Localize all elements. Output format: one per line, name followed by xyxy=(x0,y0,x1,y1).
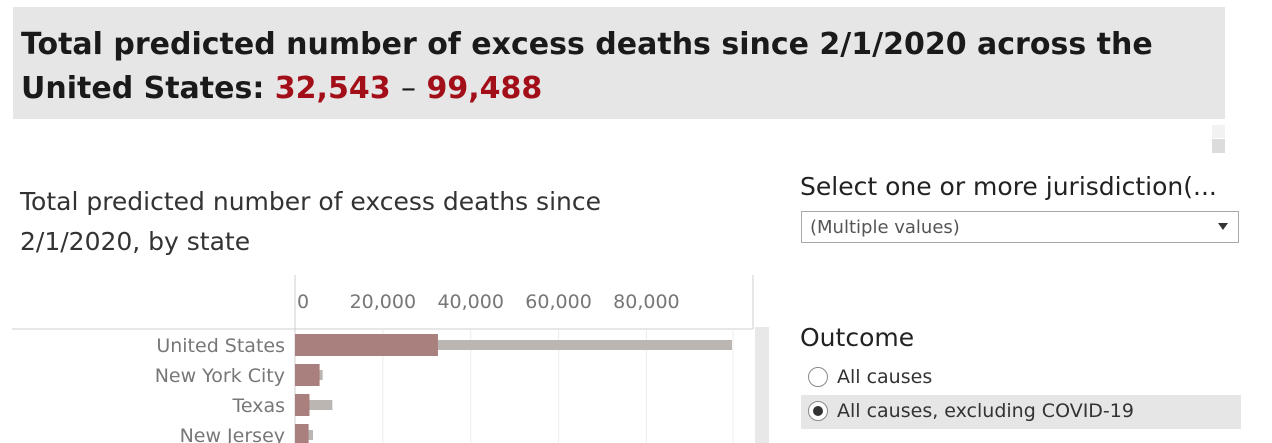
range-high-value: 99,488 xyxy=(426,71,543,106)
scrollbar-stub[interactable] xyxy=(1212,125,1225,153)
x-tick-label: 20,000 xyxy=(350,291,416,313)
x-tick-label: 80,000 xyxy=(613,291,679,313)
jurisdiction-dropdown[interactable]: (Multiple values) xyxy=(801,211,1239,243)
jurisdiction-dropdown-value: (Multiple values) xyxy=(810,217,960,238)
radio-selected-icon[interactable] xyxy=(808,401,828,421)
outcome-option-all-causes[interactable]: All causes xyxy=(801,361,1241,395)
bar-lower[interactable] xyxy=(295,334,438,356)
bar-lower[interactable] xyxy=(295,394,310,416)
x-tick-label: 60,000 xyxy=(525,291,591,313)
x-tick-label: 40,000 xyxy=(437,291,503,313)
jurisdiction-filter-title: Select one or more jurisdiction(... xyxy=(800,172,1217,201)
summary-heading: Total predicted number of excess deaths … xyxy=(21,23,1211,111)
category-label: New York City xyxy=(155,365,285,387)
scrollbar-thumb[interactable] xyxy=(1212,139,1225,153)
outcome-option-label: All causes, excluding COVID-19 xyxy=(837,400,1134,422)
bar-upper[interactable] xyxy=(295,400,333,410)
outcome-title: Outcome xyxy=(800,323,915,352)
scrollbar-track xyxy=(1212,125,1225,138)
bar-lower[interactable] xyxy=(295,364,320,386)
summary-banner: Total predicted number of excess deaths … xyxy=(13,7,1225,119)
x-tick-label: 0 xyxy=(297,291,309,313)
excess-deaths-bar-chart: 0 20,000 40,000 60,000 80,000 United States Ne… xyxy=(12,275,769,443)
radio-icon[interactable] xyxy=(808,367,828,387)
outcome-option-excluding-covid[interactable]: All causes, excluding COVID-19 xyxy=(801,395,1241,429)
range-separator: – xyxy=(401,71,417,106)
bar-upper[interactable] xyxy=(295,340,732,350)
chart-scrollbar[interactable] xyxy=(755,327,769,443)
range-low-value: 32,543 xyxy=(274,71,391,106)
bar-lower[interactable] xyxy=(295,424,309,443)
category-label: New Jersey xyxy=(180,425,285,443)
category-label: Texas xyxy=(231,395,285,417)
summary-heading-prefix: Total predicted number of excess deaths … xyxy=(21,27,1153,106)
chart-title: Total predicted number of excess deaths … xyxy=(20,187,601,256)
category-label: United States xyxy=(156,335,285,357)
chevron-down-icon[interactable] xyxy=(1218,223,1228,230)
outcome-option-label: All causes xyxy=(837,366,933,388)
